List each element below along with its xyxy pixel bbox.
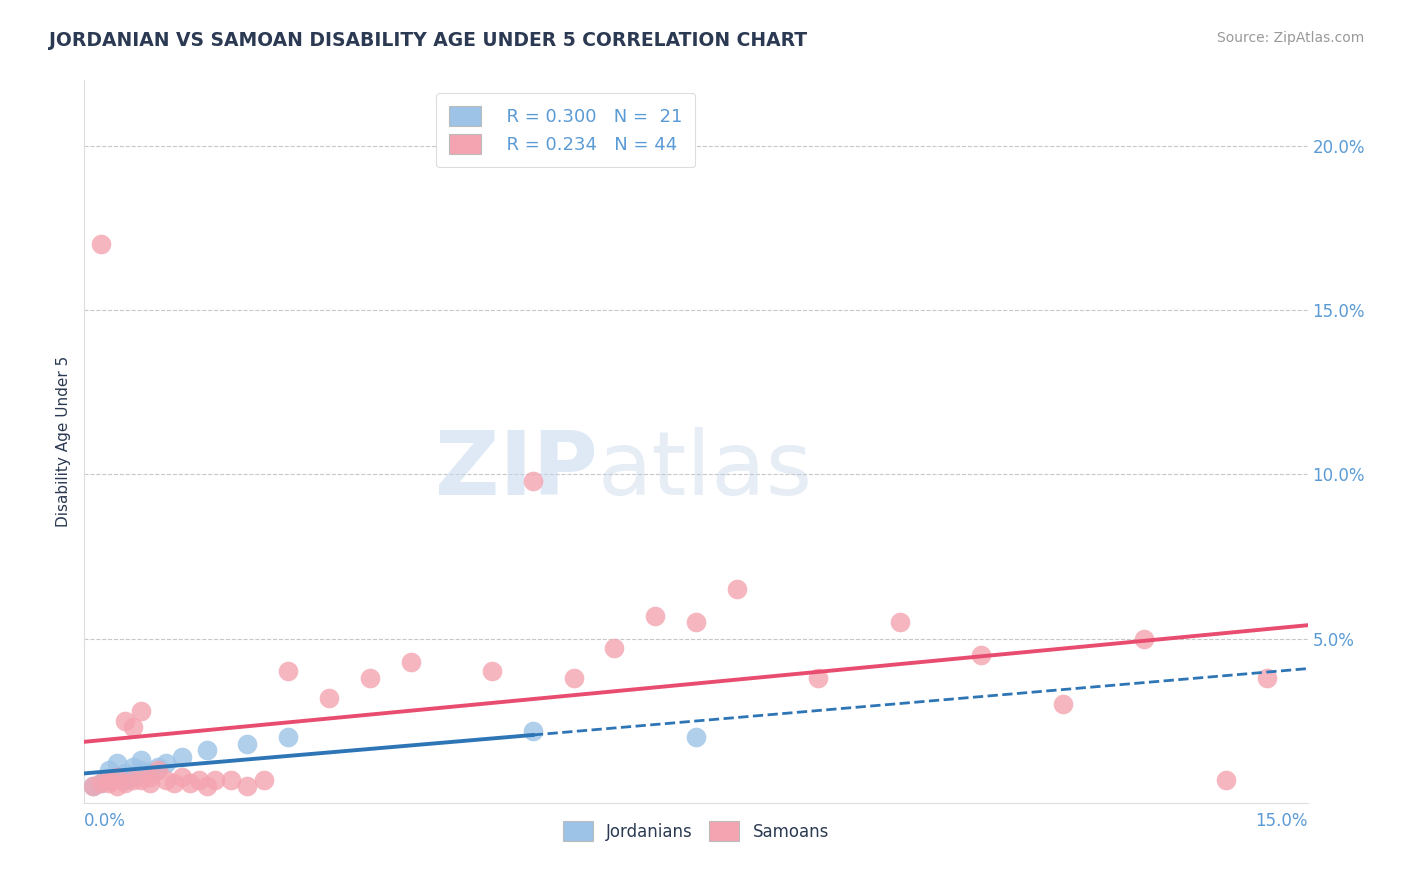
Point [131, 753, 153, 767]
Point [90, 237, 112, 252]
Point [97, 776, 120, 790]
Point [399, 655, 422, 669]
Text: JORDANIAN VS SAMOAN DISABILITY AGE UNDER 5 CORRELATION CHART: JORDANIAN VS SAMOAN DISABILITY AGE UNDER… [49, 31, 807, 50]
Point [146, 763, 169, 777]
Point [97, 772, 120, 787]
Point [1052, 698, 1074, 712]
Point [359, 671, 381, 685]
Point [146, 760, 169, 774]
Point [172, 749, 194, 764]
Point [122, 770, 145, 784]
Point [204, 772, 226, 787]
Point [685, 730, 707, 744]
Point [114, 772, 136, 787]
Point [1133, 632, 1156, 646]
Point [90, 776, 112, 790]
Point [236, 737, 259, 751]
Point [725, 582, 748, 597]
Point [807, 671, 830, 685]
Point [122, 720, 145, 734]
Legend: Jordanians, Samoans: Jordanians, Samoans [551, 810, 841, 852]
Point [131, 704, 153, 718]
Point [187, 772, 209, 787]
Point [481, 665, 503, 679]
Point [105, 770, 128, 784]
Point [138, 776, 160, 790]
Point [277, 730, 299, 744]
Point [236, 780, 259, 794]
Point [138, 770, 160, 784]
Point [522, 723, 544, 738]
Point [1256, 671, 1278, 685]
Text: 15.0%: 15.0% [1256, 813, 1308, 830]
Point [685, 615, 707, 630]
Point [114, 776, 136, 790]
Point [195, 780, 218, 794]
Point [97, 763, 120, 777]
Point [889, 615, 911, 630]
Point [122, 760, 145, 774]
Point [131, 772, 153, 787]
Text: 0.0%: 0.0% [84, 813, 127, 830]
Point [179, 776, 201, 790]
Point [163, 776, 186, 790]
Point [195, 743, 218, 757]
Point [155, 772, 177, 787]
Point [1215, 772, 1237, 787]
Point [219, 772, 242, 787]
Point [562, 671, 585, 685]
Y-axis label: Disability Age Under 5: Disability Age Under 5 [56, 356, 72, 527]
Point [970, 648, 993, 662]
Point [644, 608, 666, 623]
Point [277, 665, 299, 679]
Point [97, 772, 120, 787]
Point [138, 766, 160, 780]
Point [131, 763, 153, 777]
Point [603, 641, 626, 656]
Text: Source: ZipAtlas.com: Source: ZipAtlas.com [1216, 31, 1364, 45]
Point [122, 772, 145, 787]
Point [253, 772, 276, 787]
Point [82, 780, 104, 794]
Text: atlas: atlas [598, 427, 813, 514]
Point [318, 690, 340, 705]
Point [90, 776, 112, 790]
Point [155, 756, 177, 771]
Point [114, 766, 136, 780]
Point [105, 780, 128, 794]
Text: ZIP: ZIP [436, 427, 598, 514]
Point [82, 780, 104, 794]
Point [105, 756, 128, 771]
Point [522, 474, 544, 488]
Point [114, 714, 136, 728]
Point [105, 770, 128, 784]
Point [172, 770, 194, 784]
